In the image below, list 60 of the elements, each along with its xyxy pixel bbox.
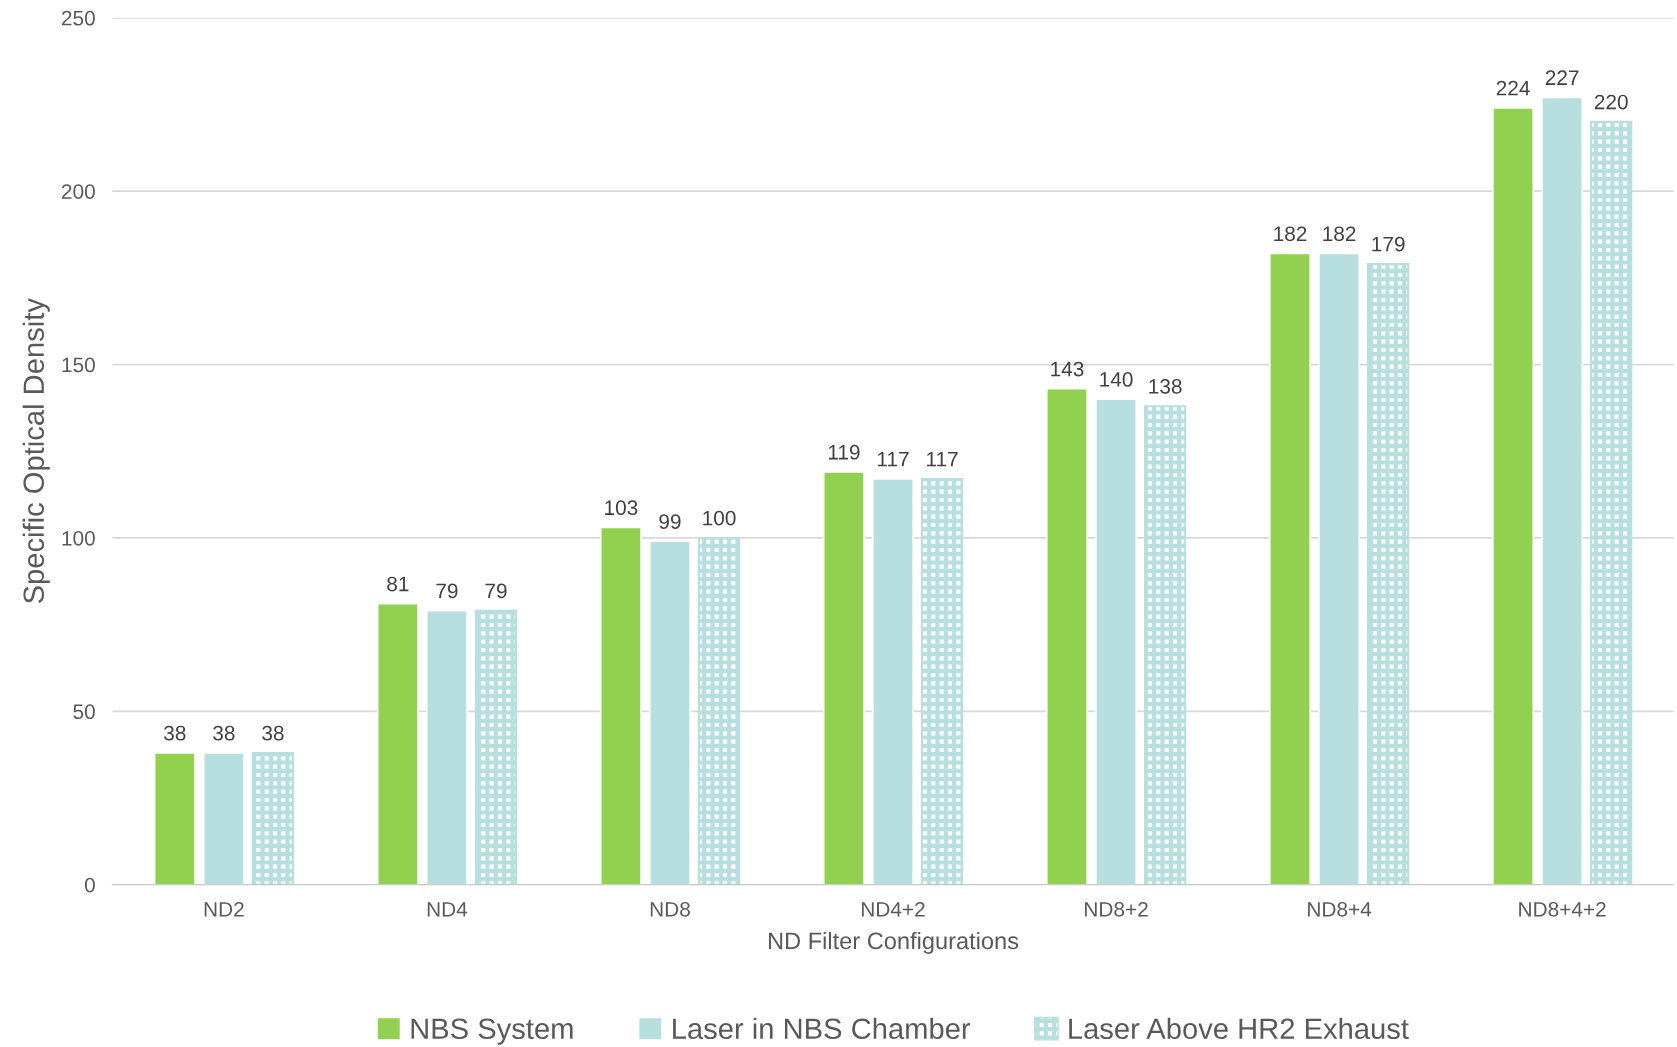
legend-label: Laser in NBS Chamber bbox=[673, 1017, 971, 1040]
y-axis-title: Specific Optical Density bbox=[22, 298, 50, 604]
data-label: 81 bbox=[387, 576, 409, 592]
bar bbox=[426, 610, 468, 885]
bar bbox=[872, 478, 914, 885]
data-label: 143 bbox=[1051, 361, 1084, 377]
x-tick-label: ND8 bbox=[650, 901, 690, 917]
data-label: 79 bbox=[436, 583, 458, 599]
data-label: 179 bbox=[1372, 236, 1405, 252]
data-label: 38 bbox=[213, 725, 235, 741]
bar bbox=[154, 752, 196, 885]
data-label: 100 bbox=[703, 510, 736, 526]
legend-label: NBS System bbox=[411, 1018, 573, 1045]
bar bbox=[1046, 388, 1088, 885]
data-label: 79 bbox=[485, 583, 507, 599]
y-tick-label: 150 bbox=[62, 357, 95, 373]
y-tick-label: 200 bbox=[61, 184, 95, 199]
data-label: 182 bbox=[1274, 226, 1307, 242]
x-tick-label: ND4+2 bbox=[862, 901, 925, 917]
bar bbox=[1590, 120, 1633, 885]
data-label: 38 bbox=[262, 725, 284, 741]
x-tick-label: ND4 bbox=[427, 902, 468, 917]
data-label: 224 bbox=[1496, 80, 1530, 96]
data-label: 103 bbox=[605, 500, 638, 516]
y-tick-label: 50 bbox=[73, 704, 95, 720]
y-tick-label: 250 bbox=[61, 10, 95, 26]
data-label: 38 bbox=[164, 725, 186, 741]
y-tick-label: 100 bbox=[62, 530, 95, 546]
data-label: 182 bbox=[1323, 226, 1356, 242]
bar bbox=[1492, 107, 1534, 885]
bar bbox=[203, 752, 245, 885]
bar bbox=[474, 609, 518, 885]
bar bbox=[600, 526, 642, 885]
bar bbox=[377, 603, 419, 885]
bar bbox=[1367, 262, 1410, 885]
bar bbox=[1269, 252, 1311, 885]
bar bbox=[823, 471, 865, 885]
data-label: 227 bbox=[1545, 70, 1579, 85]
data-label: 119 bbox=[828, 444, 860, 460]
data-label: 220 bbox=[1594, 94, 1628, 110]
x-axis-title: ND Filter Configurations bbox=[768, 931, 1019, 954]
bar bbox=[1144, 405, 1187, 885]
data-label: 138 bbox=[1149, 378, 1182, 394]
x-tick-label: ND2 bbox=[204, 901, 244, 917]
bar bbox=[1095, 398, 1137, 885]
y-tick-label: 0 bbox=[84, 877, 95, 893]
bar bbox=[1541, 96, 1583, 885]
x-tick-label: ND8+4 bbox=[1308, 901, 1372, 917]
data-label: 117 bbox=[877, 452, 909, 467]
bar bbox=[920, 477, 964, 885]
x-tick-label: ND8+4+2 bbox=[1519, 901, 1606, 917]
bar bbox=[649, 540, 691, 885]
data-label: 140 bbox=[1100, 372, 1133, 387]
legend-label: Laser Above HR2 Exhaust bbox=[1069, 1017, 1409, 1040]
bar bbox=[251, 751, 295, 885]
data-label: 117 bbox=[927, 452, 958, 467]
data-label: 99 bbox=[659, 514, 681, 529]
bar bbox=[697, 536, 741, 885]
bar bbox=[1318, 252, 1360, 885]
x-tick-label: ND8+2 bbox=[1085, 901, 1148, 917]
